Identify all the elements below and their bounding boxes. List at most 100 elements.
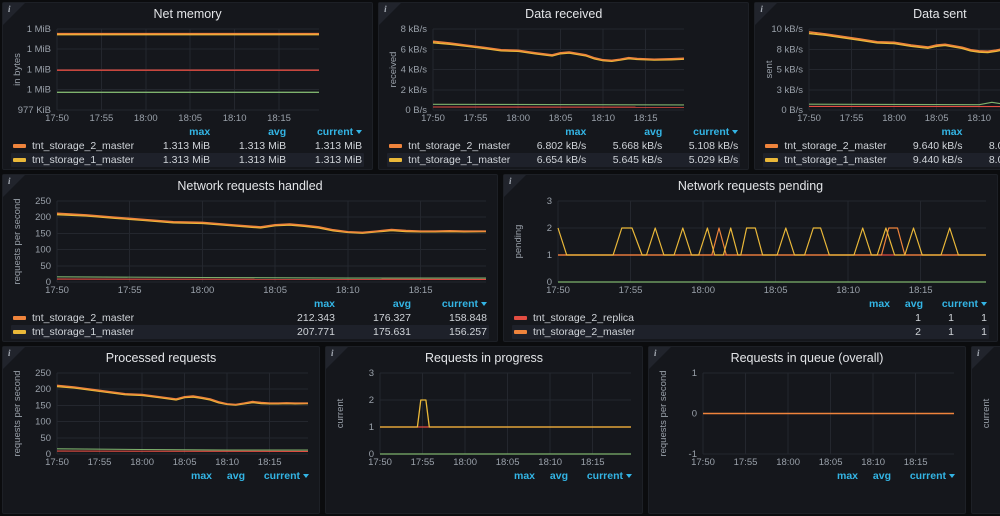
chart-data-received[interactable]: 0 B/s 2 kB/s 4 kB/s 6 kB/s 8 kB/s 17:50 17:55 1… xyxy=(387,24,740,123)
svg-text:0: 0 xyxy=(547,277,552,288)
series-toggle[interactable]: tnt_storage_1_master xyxy=(13,154,134,166)
legend-sort-avg[interactable]: avg xyxy=(392,298,411,310)
legend-sort-max[interactable]: max xyxy=(836,470,858,482)
series-toggle[interactable]: tnt_storage_1_master xyxy=(389,154,510,166)
legend-value: 5.645 kB/s xyxy=(612,154,663,166)
chart-canvas[interactable]: 0 50 100 150 200 250 17:50 17:55 18:00 18:05 18:10… xyxy=(11,196,489,295)
panel-info-icon[interactable]: i xyxy=(326,347,348,369)
panel-title[interactable]: Requests in queue (overall) xyxy=(730,351,884,365)
legend-sort-max[interactable]: max xyxy=(190,470,212,482)
chart-data-sent[interactable]: 0 B/s 3 kB/s 5 kB/s 8 kB/s 10 kB/s 17:50 17:55… xyxy=(763,24,1000,123)
panel-title[interactable]: Data sent xyxy=(913,7,967,21)
chart-requests-in-progress[interactable]: 0 1 2 3 17:50 17:55 18:00 18:05 18:10 18:15 curren… xyxy=(334,368,634,467)
panel-title[interactable]: Processed requests xyxy=(105,351,217,365)
panel-info-icon[interactable]: i xyxy=(3,347,25,369)
panel-info-icon[interactable]: i xyxy=(3,3,25,25)
chevron-down-icon xyxy=(303,474,309,479)
panel-info-icon[interactable]: i xyxy=(3,175,25,197)
legend-sort-current[interactable]: current xyxy=(286,126,363,138)
series-name: tnt_storage_2_master xyxy=(32,312,135,324)
chart-requests-in-queue-overall[interactable]: -1 0 1 17:50 17:55 18:00 18:05 18:10 18:15 reques… xyxy=(657,368,957,467)
chart-canvas[interactable]: 0 50 100 150 200 250 17:50 17:55 18:00 18:05 18:10… xyxy=(11,368,311,467)
chart-canvas[interactable]: 977 KiB 1 MiB 1 MiB 1 MiB 1 MiB 17:50 17:55 18:… xyxy=(11,24,322,123)
legend-sort-current[interactable]: current xyxy=(568,470,632,482)
series-color-marker xyxy=(765,158,779,162)
legend-sort-avg[interactable]: avg xyxy=(872,470,891,482)
legend-sort-max[interactable]: max xyxy=(513,470,535,482)
svg-text:17:50: 17:50 xyxy=(45,457,69,467)
legend-sort-avg[interactable]: avg xyxy=(904,298,923,310)
legend-value: 1 xyxy=(915,312,921,324)
svg-text:17:55: 17:55 xyxy=(734,457,758,467)
chart-network-requests-handled[interactable]: 0 50 100 150 200 250 17:50 17:55 18:00 18:05 18:10… xyxy=(11,196,489,295)
series-name: tnt_storage_1_master xyxy=(32,154,135,166)
svg-text:18:00: 18:00 xyxy=(191,285,215,295)
chart-canvas[interactable]: 0 B/s 2 kB/s 4 kB/s 6 kB/s 8 kB/s 17:50 17:55 1… xyxy=(387,24,687,123)
legend-sort-max[interactable]: max xyxy=(313,298,335,310)
panel-title[interactable]: Requests in progress xyxy=(424,351,544,365)
panel-title[interactable]: Network requests pending xyxy=(677,179,824,193)
svg-text:18:05: 18:05 xyxy=(764,285,788,295)
chart-network-requests-pending[interactable]: 0 1 2 3 17:50 17:55 18:00 18:05 18:10 18:15 pendin… xyxy=(512,196,989,295)
series-toggle[interactable]: tnt_storage_1_master xyxy=(13,326,259,338)
svg-text:18:15: 18:15 xyxy=(258,457,282,467)
series-toggle[interactable]: tnt_storage_2_master xyxy=(514,326,888,338)
panel-info-icon[interactable]: i xyxy=(972,347,994,369)
series-toggle[interactable]: tnt_storage_2_master xyxy=(13,140,134,152)
chart-processed-requests[interactable]: 0 50 100 150 200 250 17:50 17:55 18:00 18:05 18:10… xyxy=(11,368,311,467)
legend-sort-max[interactable]: max xyxy=(189,126,211,138)
svg-text:0: 0 xyxy=(46,449,51,460)
svg-text:1 MiB: 1 MiB xyxy=(27,44,51,55)
svg-text:4 kB/s: 4 kB/s xyxy=(401,65,428,76)
panel-title[interactable]: Network requests handled xyxy=(177,179,323,193)
series-toggle[interactable]: tnt_storage_1_master xyxy=(765,154,886,166)
legend-sort-avg[interactable]: avg xyxy=(268,126,287,138)
series-toggle[interactable]: tnt_storage_2_master xyxy=(389,140,510,152)
legend-sort-max[interactable]: max xyxy=(868,298,890,310)
panel-requests-in-queue-current: i Requests in queue (current) -10117:501… xyxy=(971,346,1000,514)
chart-net-memory[interactable]: 977 KiB 1 MiB 1 MiB 1 MiB 1 MiB 17:50 17:55 18:… xyxy=(11,24,364,123)
legend-sort-current[interactable]: current xyxy=(923,298,987,310)
chart-canvas[interactable]: 0 1 2 3 17:50 17:55 18:00 18:05 18:10 18:15 pendin… xyxy=(512,196,989,295)
legend-sort-avg[interactable]: avg xyxy=(644,126,663,138)
panel-data-sent: i Data sent 0 B/s 3 kB/s 5 kB/s 8 kB/s 10 kB… xyxy=(754,2,1000,170)
legend-sort-avg[interactable]: avg xyxy=(549,470,568,482)
legend-value: 5.029 kB/s xyxy=(688,154,739,166)
legend-sort-current[interactable]: current xyxy=(245,470,309,482)
svg-text:18:00: 18:00 xyxy=(691,285,715,295)
legend-value: 158.848 xyxy=(449,312,487,324)
legend-sort-avg[interactable]: avg xyxy=(226,470,245,482)
svg-text:18:00: 18:00 xyxy=(506,113,530,123)
series-toggle[interactable]: tnt_storage_2_master xyxy=(13,312,259,324)
legend-sort-avg[interactable]: avg xyxy=(962,126,1000,138)
legend-value: 6.654 kB/s xyxy=(536,154,587,166)
legend-value: 1.313 MiB xyxy=(238,154,287,166)
panel-info-icon[interactable]: i xyxy=(755,3,778,25)
panel-info-icon[interactable]: i xyxy=(504,175,526,197)
legend-sort-max[interactable]: max xyxy=(565,126,587,138)
panel-title[interactable]: Data received xyxy=(525,7,603,21)
svg-text:sent: sent xyxy=(764,60,775,78)
svg-text:0: 0 xyxy=(369,449,374,460)
panel-title[interactable]: Net memory xyxy=(153,7,222,21)
chart-canvas[interactable]: 0 B/s 3 kB/s 5 kB/s 8 kB/s 10 kB/s 17:50 17:55… xyxy=(763,24,1000,123)
legend-value: 1 xyxy=(981,326,987,338)
chart-requests-in-queue-current[interactable]: -10117:5017:5518:0018:0518:1018:15curren… xyxy=(980,368,1000,467)
chart-canvas[interactable]: -1 0 1 17:50 17:55 18:00 18:05 18:10 18:15 reques… xyxy=(657,368,957,467)
legend-sort-current[interactable]: current xyxy=(891,470,955,482)
series-name: tnt_storage_2_master xyxy=(408,140,511,152)
legend-sort-current[interactable]: current xyxy=(662,126,739,138)
series-toggle[interactable]: tnt_storage_2_replica xyxy=(514,312,888,324)
panel-info-icon[interactable]: i xyxy=(649,347,671,369)
series-toggle[interactable]: tnt_storage_2_master xyxy=(765,140,886,152)
panel-info-icon[interactable]: i xyxy=(379,3,402,25)
legend-sort-current[interactable]: current xyxy=(411,298,487,310)
chart-canvas[interactable]: -10117:5017:5518:0018:0518:1018:15curren… xyxy=(980,368,1000,467)
chevron-down-icon xyxy=(481,302,487,307)
chart-canvas[interactable]: 0 1 2 3 17:50 17:55 18:00 18:05 18:10 18:15 curren… xyxy=(334,368,634,467)
svg-text:18:05: 18:05 xyxy=(263,285,287,295)
legend-sort-max[interactable]: max xyxy=(941,126,963,138)
